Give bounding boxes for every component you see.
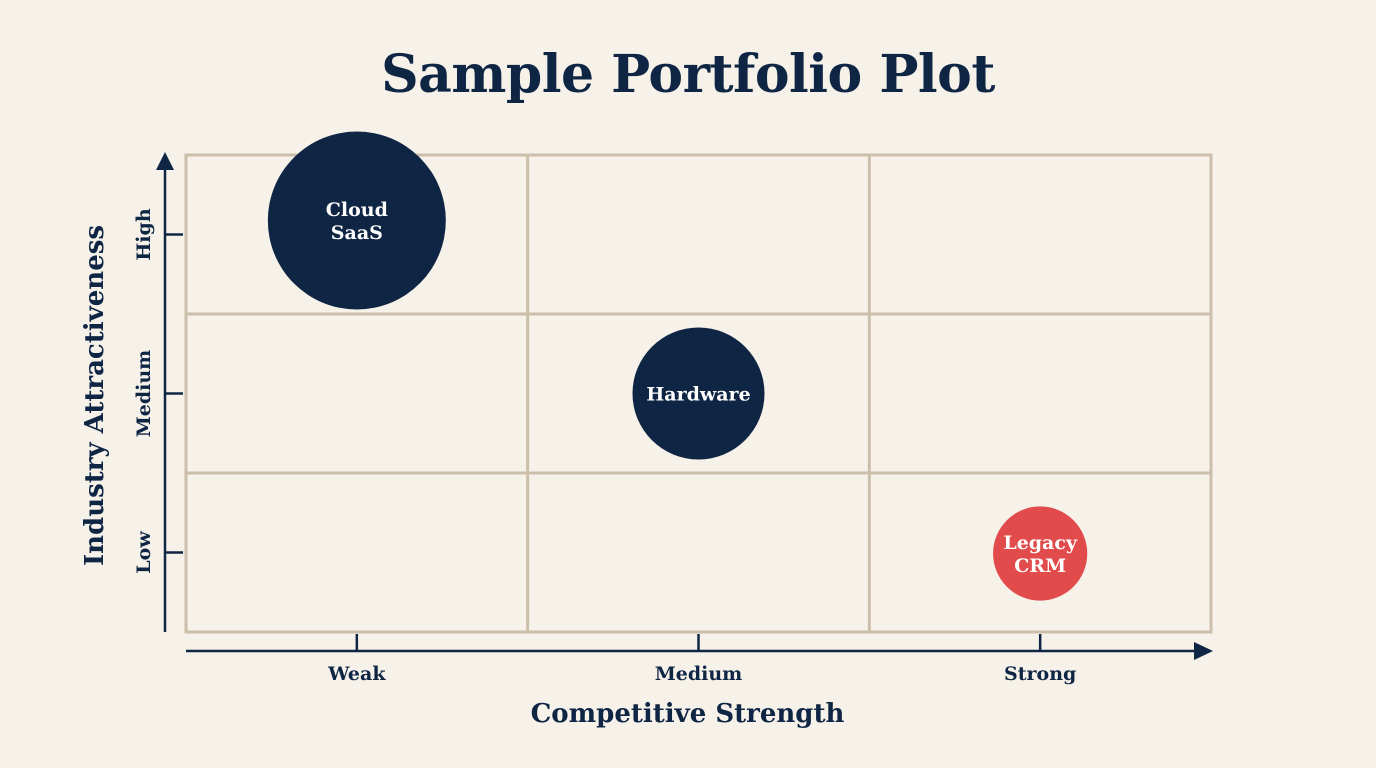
grid: [184, 153, 1213, 634]
x-axis-title: Competitive Strength: [531, 699, 845, 729]
x-tick-label: Weak: [327, 663, 386, 685]
y-axis-title: Industry Attractiveness: [80, 225, 110, 566]
chart-title: Sample Portfolio Plot: [381, 44, 995, 105]
bubble: [267, 131, 446, 310]
x-tick-label: Strong: [1004, 663, 1076, 685]
bubble: [632, 327, 765, 460]
y-tick-label: Low: [133, 531, 155, 574]
x-tick-label: Medium: [655, 663, 743, 685]
x-axis-arrow-icon: [1194, 642, 1213, 660]
bubble-group: Hardware: [632, 327, 765, 460]
y-tick-label: Medium: [133, 350, 155, 438]
grid-frame: [184, 153, 1213, 634]
bubble-label: CRM: [1014, 555, 1066, 577]
y-axis-arrow-icon: [156, 152, 174, 170]
bubble-label: Hardware: [646, 384, 750, 406]
axes: Weak Medium Strong Low Medium High Competitive…: [80, 152, 1213, 729]
bubble-label: SaaS: [331, 222, 383, 244]
bubble-label: Cloud: [326, 199, 388, 221]
bubble-label: Legacy: [1003, 532, 1078, 554]
y-tick-label: High: [133, 208, 155, 260]
bubble: [993, 506, 1088, 601]
